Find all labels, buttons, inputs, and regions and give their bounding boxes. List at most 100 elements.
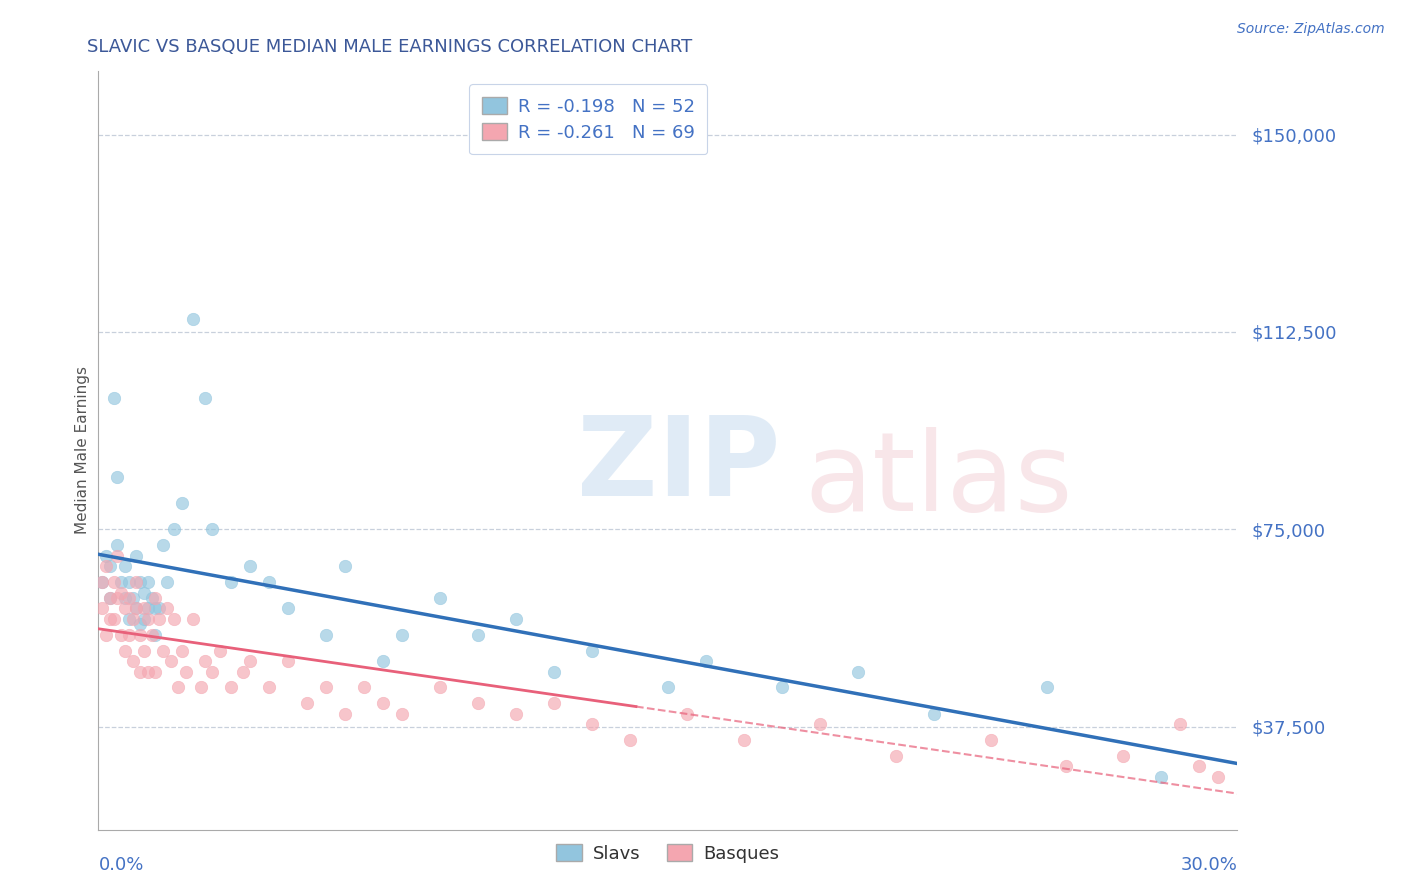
Point xyxy=(110,585,132,599)
Point xyxy=(201,523,224,537)
Point xyxy=(884,748,907,763)
Point xyxy=(107,591,129,605)
Point xyxy=(194,391,217,405)
Point xyxy=(141,591,163,605)
Text: SLAVIC VS BASQUE MEDIAN MALE EARNINGS CORRELATION CHART: SLAVIC VS BASQUE MEDIAN MALE EARNINGS CO… xyxy=(87,38,692,56)
Point xyxy=(194,654,217,668)
Point xyxy=(221,681,243,695)
Point xyxy=(141,628,163,642)
Point xyxy=(391,706,413,721)
Point xyxy=(353,681,375,695)
Point xyxy=(152,643,174,657)
Point xyxy=(315,681,337,695)
Point xyxy=(163,523,186,537)
Point xyxy=(1188,759,1211,773)
Point xyxy=(129,628,152,642)
Point xyxy=(170,496,193,510)
Point xyxy=(145,628,167,642)
Point xyxy=(152,538,174,552)
Point xyxy=(695,654,717,668)
Point xyxy=(1112,748,1135,763)
Point xyxy=(148,612,170,626)
Point xyxy=(259,681,281,695)
Point xyxy=(190,681,212,695)
Point xyxy=(103,575,125,590)
Point xyxy=(315,628,337,642)
Text: 30.0%: 30.0% xyxy=(1181,856,1237,874)
Point xyxy=(114,643,136,657)
Point xyxy=(118,628,141,642)
Point xyxy=(1150,770,1173,784)
Point xyxy=(136,601,159,615)
Point xyxy=(201,665,224,679)
Point xyxy=(145,601,167,615)
Point xyxy=(125,601,148,615)
Text: atlas: atlas xyxy=(804,427,1073,534)
Point xyxy=(297,696,319,710)
Point xyxy=(94,628,117,642)
Point xyxy=(132,585,155,599)
Point xyxy=(221,575,243,590)
Point xyxy=(129,665,152,679)
Point xyxy=(118,612,141,626)
Point xyxy=(118,575,141,590)
Point xyxy=(132,643,155,657)
Point xyxy=(103,391,125,405)
Point xyxy=(232,665,254,679)
Point xyxy=(543,665,565,679)
Point xyxy=(1056,759,1078,773)
Point xyxy=(129,617,152,632)
Point xyxy=(107,538,129,552)
Point xyxy=(505,612,527,626)
Point xyxy=(145,665,167,679)
Point xyxy=(107,470,129,484)
Point xyxy=(581,643,603,657)
Point xyxy=(159,654,181,668)
Legend: Slavs, Basques: Slavs, Basques xyxy=(550,837,786,870)
Point xyxy=(170,643,193,657)
Point xyxy=(429,681,451,695)
Point xyxy=(129,575,152,590)
Point xyxy=(114,601,136,615)
Point xyxy=(107,549,129,563)
Point xyxy=(121,591,143,605)
Point xyxy=(676,706,699,721)
Point xyxy=(467,628,489,642)
Point xyxy=(132,612,155,626)
Point xyxy=(136,612,159,626)
Point xyxy=(163,612,186,626)
Point xyxy=(922,706,945,721)
Point xyxy=(136,575,159,590)
Point xyxy=(121,654,143,668)
Point xyxy=(132,601,155,615)
Point xyxy=(581,717,603,731)
Point xyxy=(657,681,679,695)
Point xyxy=(733,733,755,747)
Text: Source: ZipAtlas.com: Source: ZipAtlas.com xyxy=(1237,22,1385,37)
Point xyxy=(239,654,262,668)
Point xyxy=(174,665,197,679)
Point xyxy=(91,575,114,590)
Point xyxy=(110,628,132,642)
Point xyxy=(371,696,394,710)
Point xyxy=(98,591,121,605)
Point xyxy=(125,575,148,590)
Point xyxy=(979,733,1001,747)
Point xyxy=(91,601,114,615)
Point xyxy=(239,559,262,574)
Point xyxy=(770,681,793,695)
Point xyxy=(619,733,641,747)
Point xyxy=(148,601,170,615)
Point xyxy=(277,654,299,668)
Point xyxy=(94,549,117,563)
Text: ZIP: ZIP xyxy=(576,412,780,519)
Point xyxy=(808,717,831,731)
Point xyxy=(125,601,148,615)
Point xyxy=(335,559,357,574)
Point xyxy=(156,601,179,615)
Text: 0.0%: 0.0% xyxy=(98,856,143,874)
Point xyxy=(183,612,205,626)
Point xyxy=(136,665,159,679)
Point xyxy=(277,601,299,615)
Point xyxy=(156,575,179,590)
